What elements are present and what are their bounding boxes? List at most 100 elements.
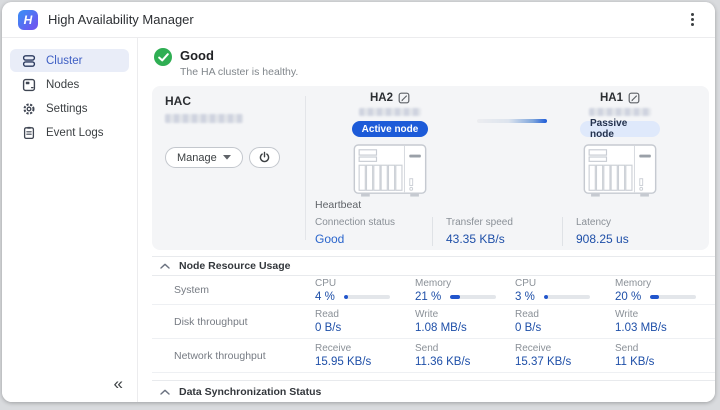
panel-divider xyxy=(305,96,306,240)
metric-cell: Memory 20 % xyxy=(615,278,715,303)
edit-pencil-icon xyxy=(628,92,640,104)
node-name-label: HA2 xyxy=(369,92,393,104)
sidebar-item-label: Event Logs xyxy=(46,126,104,139)
stat-value: Good xyxy=(315,232,345,246)
stat-label: Connection status xyxy=(315,217,396,228)
more-options-button[interactable] xyxy=(681,9,703,31)
metric-cell: Memory 21 % xyxy=(415,278,515,303)
heartbeat-section: Heartbeat Connection status Good Transfe… xyxy=(315,199,697,246)
cluster-panel: HAC Manage HA2 xyxy=(152,86,709,250)
cluster-icon xyxy=(22,54,36,68)
usage-bar xyxy=(450,294,497,299)
sidebar-collapse-button[interactable]: « xyxy=(113,374,123,393)
edit-pencil-icon xyxy=(398,92,410,104)
nas-device-image xyxy=(583,144,657,197)
stat-value: 43.35 KB/s xyxy=(446,232,505,246)
metric-value: 4 % xyxy=(315,290,335,303)
stat-label: Transfer speed xyxy=(446,217,513,228)
sidebar: Cluster Nodes Settings Event Logs « xyxy=(2,38,138,402)
metric-label: Read xyxy=(515,309,539,320)
metric-cell: Read 0 B/s xyxy=(315,309,415,334)
manage-button[interactable]: Manage xyxy=(165,147,243,168)
metric-label: Memory xyxy=(615,277,652,289)
row-label: Disk throughput xyxy=(174,315,248,328)
metric-value: 21 % xyxy=(415,290,442,303)
stat-label: Latency xyxy=(576,217,612,228)
node-ha2: HA2 Active node xyxy=(350,92,430,198)
metric-cell: Receive 15.95 KB/s xyxy=(315,343,415,368)
metric-value: 1.03 MB/s xyxy=(615,322,667,334)
node-ha1: HA1 Passive node xyxy=(580,92,660,198)
table-row-network: Network throughput Receive 15.95 KB/s Se… xyxy=(152,339,715,373)
power-icon xyxy=(259,151,269,163)
health-status: Good The HA cluster is healthy. xyxy=(152,48,715,78)
section-title: Data Synchronization Status xyxy=(179,385,322,398)
caret-down-icon xyxy=(222,155,231,160)
metric-value: 20 % xyxy=(615,290,642,303)
metric-label: Read xyxy=(315,309,339,320)
app-logo-icon: H xyxy=(18,9,38,30)
main-content: Good The HA cluster is healthy. HAC Mana… xyxy=(138,38,715,402)
sidebar-item-settings[interactable]: Settings xyxy=(10,97,129,120)
edit-node-name-button[interactable] xyxy=(398,92,410,104)
sidebar-item-label: Cluster xyxy=(46,54,83,67)
metric-cell: Receive 15.37 KB/s xyxy=(515,343,615,368)
metric-cell: Send 11 KB/s xyxy=(615,343,715,368)
metric-value: 3 % xyxy=(515,290,535,303)
usage-bar xyxy=(650,294,697,299)
edit-node-name-button[interactable] xyxy=(628,92,640,104)
metric-cell: Send 11.36 KB/s xyxy=(415,343,515,368)
cluster-info: HAC Manage xyxy=(165,94,300,168)
metric-cell: CPU 4 % xyxy=(315,278,415,303)
data-sync-status-header[interactable]: Data Synchronization Status xyxy=(152,380,715,402)
cluster-serial-redacted xyxy=(165,114,243,123)
heartbeat-title: Heartbeat xyxy=(315,199,362,211)
metric-label: CPU xyxy=(315,277,337,289)
metric-label: Memory xyxy=(415,277,452,289)
power-button[interactable] xyxy=(248,147,280,168)
metric-label: Write xyxy=(615,309,639,320)
health-status-title: Good xyxy=(180,48,214,63)
metric-value: 11.36 KB/s xyxy=(415,356,471,368)
app-title: High Availability Manager xyxy=(48,12,194,27)
health-status-subtitle: The HA cluster is healthy. xyxy=(180,66,299,78)
metric-label: CPU xyxy=(515,277,537,289)
app-window: H High Availability Manager Cluster Node… xyxy=(2,2,715,402)
metric-value: 1.08 MB/s xyxy=(415,322,467,334)
sidebar-item-cluster[interactable]: Cluster xyxy=(10,49,129,72)
table-row-disk: Disk throughput Read 0 B/s Write 1.08 MB… xyxy=(152,305,715,339)
node-resource-usage-header[interactable]: Node Resource Usage xyxy=(152,256,715,276)
heartbeat-stat: Connection status Good xyxy=(315,217,432,246)
metric-label: Send xyxy=(615,343,639,354)
table-row-system: System CPU 4 % Memory 21 % CPU 3 % xyxy=(152,276,715,305)
metric-cell: Write 1.08 MB/s xyxy=(415,309,515,334)
heartbeat-stat: Transfer speed 43.35 KB/s xyxy=(432,217,562,246)
heartbeat-stat: Latency 908.25 us xyxy=(562,217,697,246)
nas-device-image xyxy=(353,144,427,197)
sidebar-item-label: Settings xyxy=(46,102,88,115)
metric-cell: Read 0 B/s xyxy=(515,309,615,334)
metric-value: 0 B/s xyxy=(515,322,542,334)
metric-cell: CPU 3 % xyxy=(515,278,615,303)
sidebar-item-event-logs[interactable]: Event Logs xyxy=(10,121,129,144)
metric-label: Write xyxy=(415,309,439,320)
sidebar-item-nodes[interactable]: Nodes xyxy=(10,73,129,96)
usage-bar xyxy=(543,294,590,299)
app-header: H High Availability Manager xyxy=(2,2,715,38)
sidebar-item-label: Nodes xyxy=(46,78,80,91)
metric-cell: Write 1.03 MB/s xyxy=(615,309,715,334)
row-label: System xyxy=(174,284,210,296)
metric-value: 11 KB/s xyxy=(615,356,655,368)
metric-value: 15.37 KB/s xyxy=(515,356,572,368)
usage-bar xyxy=(343,294,390,299)
chevron-up-icon xyxy=(160,263,170,269)
chevron-up-icon xyxy=(160,389,170,395)
metric-label: Receive xyxy=(515,343,552,354)
settings-gear-icon xyxy=(22,102,36,116)
check-circle-icon xyxy=(154,48,172,66)
resource-table: System CPU 4 % Memory 21 % CPU 3 % xyxy=(152,276,715,373)
metric-label: Receive xyxy=(315,343,352,354)
logo-letter: H xyxy=(23,12,33,27)
row-label: Network throughput xyxy=(174,349,266,362)
active-node-badge: Active node xyxy=(351,121,429,137)
